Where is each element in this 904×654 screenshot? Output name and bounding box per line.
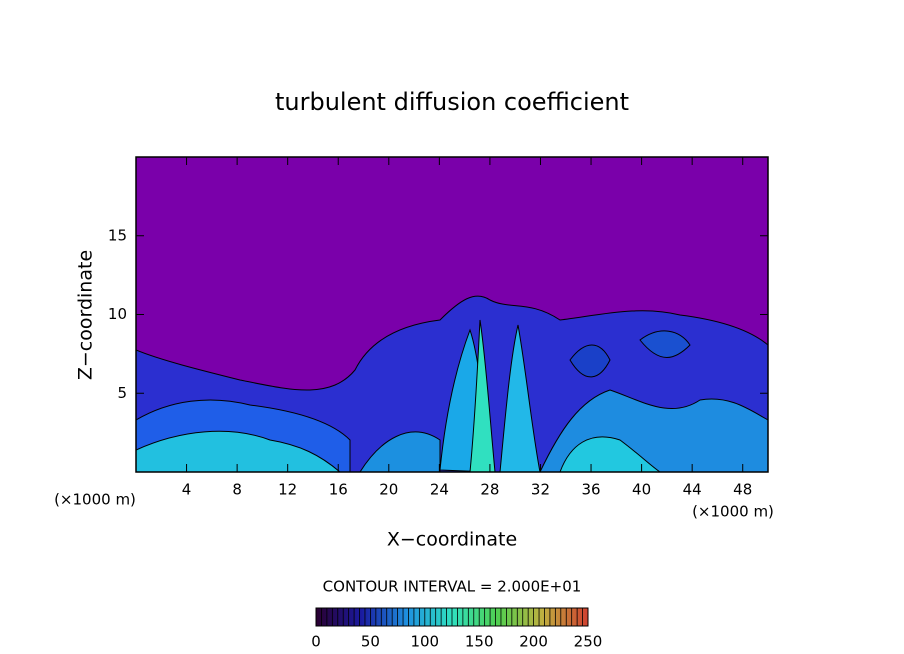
x-units: (×1000 m) [692,503,774,521]
field [136,157,768,472]
x-tick-label: 44 [683,481,702,499]
colorbar-tick-label: 0 [311,633,321,651]
x-tick-label: 40 [632,481,651,499]
colorbar-tick-label: 200 [519,633,548,651]
chart-title: turbulent diffusion coefficient [275,88,629,116]
x-tick-label: 24 [430,481,449,499]
x-tick-label: 4 [182,481,192,499]
y-tick-label: 5 [117,384,127,402]
x-tick-label: 12 [278,481,297,499]
y-tick-label: 15 [108,226,127,244]
x-tick-label: 28 [480,481,499,499]
contour-interval: CONTOUR INTERVAL = 2.000E+01 [323,578,582,596]
colorbar-tick-label: 50 [361,633,380,651]
colorbar-tick-label: 100 [410,633,439,651]
x-tick-label: 48 [733,481,752,499]
x-tick-label: 20 [379,481,398,499]
x-tick-label: 16 [329,481,348,499]
colorbar-tick-label: 250 [574,633,603,651]
x-tick-label: 32 [531,481,550,499]
y-tick-label: 10 [108,305,127,323]
x-tick-label: 8 [232,481,242,499]
y-units: (×1000 m) [54,491,136,509]
x-tick-label: 36 [581,481,600,499]
colorbar-tick-label: 150 [465,633,494,651]
y-axis-label: Z−coordinate [75,250,97,380]
x-axis-label: X−coordinate [387,529,517,551]
